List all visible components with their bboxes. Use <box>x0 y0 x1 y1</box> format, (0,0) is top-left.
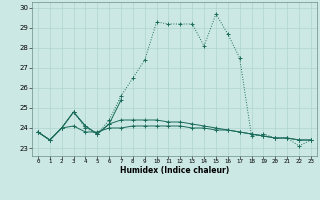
X-axis label: Humidex (Indice chaleur): Humidex (Indice chaleur) <box>120 166 229 175</box>
